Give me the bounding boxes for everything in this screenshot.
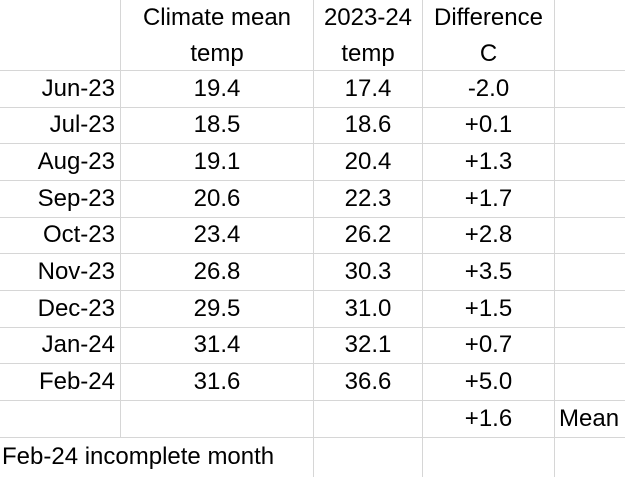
cell-empty[interactable]: [423, 437, 555, 477]
cell-empty[interactable]: [555, 71, 625, 107]
cell-empty[interactable]: [555, 181, 625, 217]
cell-month[interactable]: Jul-23: [0, 107, 121, 144]
header-difference-line2: C: [479, 39, 498, 67]
cell-footer-note[interactable]: Feb-24 incomplete month: [0, 437, 314, 477]
cell-climate-mean[interactable]: 31.4: [121, 327, 314, 364]
header-2023-24-temp[interactable]: 2023-24 temp: [314, 0, 423, 70]
cell-month[interactable]: Dec-23: [0, 290, 121, 327]
cell-difference[interactable]: +1.7: [423, 180, 555, 217]
cell-2023-24-temp[interactable]: 31.0: [314, 290, 423, 327]
cell-2023-24-temp[interactable]: 20.4: [314, 144, 423, 180]
cell-empty[interactable]: [555, 364, 625, 400]
cell-empty[interactable]: [555, 144, 625, 180]
table-row-sep-23: Sep-23 20.6 22.3 +1.7: [0, 180, 625, 218]
cell-difference[interactable]: +1.5: [423, 290, 555, 327]
cell-difference[interactable]: +5.0: [423, 364, 555, 400]
cell-2023-24-temp[interactable]: 36.6: [314, 364, 423, 400]
header-extra-cell[interactable]: [555, 0, 625, 70]
cell-2023-24-temp[interactable]: 18.6: [314, 107, 423, 144]
cell-empty[interactable]: [555, 291, 625, 327]
cell-difference[interactable]: +0.7: [423, 327, 555, 364]
header-difference-line1: Difference: [434, 4, 543, 31]
cell-empty[interactable]: [314, 400, 423, 437]
header-temp2324-line1: 2023-24: [323, 4, 413, 31]
cell-climate-mean[interactable]: 18.5: [121, 107, 314, 144]
cell-month[interactable]: Jan-24: [0, 327, 121, 364]
cell-empty[interactable]: [0, 400, 121, 437]
cell-2023-24-temp[interactable]: 30.3: [314, 254, 423, 290]
table-row-jul-23: Jul-23 18.5 18.6 +0.1: [0, 107, 625, 145]
cell-difference[interactable]: +0.1: [423, 107, 555, 144]
cell-2023-24-temp[interactable]: 17.4: [314, 71, 423, 107]
cell-month[interactable]: Sep-23: [0, 180, 121, 217]
table-row-nov-23: Nov-23 26.8 30.3 +3.5: [0, 254, 625, 291]
table-row-aug-23: Aug-23 19.1 20.4 +1.3: [0, 144, 625, 181]
table-row-jun-23: Jun-23 19.4 17.4 -2.0: [0, 71, 625, 108]
cell-difference[interactable]: +3.5: [423, 254, 555, 290]
cell-climate-mean[interactable]: 19.4: [121, 71, 314, 107]
header-temp2324-line2: temp: [341, 39, 395, 67]
cell-month[interactable]: Oct-23: [0, 217, 121, 254]
header-difference-c[interactable]: Difference C: [423, 0, 555, 70]
cell-empty[interactable]: [314, 437, 423, 477]
table-row-dec-23: Dec-23 29.5 31.0 +1.5: [0, 290, 625, 328]
cell-climate-mean[interactable]: 29.5: [121, 290, 314, 327]
cell-difference[interactable]: +2.8: [423, 217, 555, 254]
table-row-feb-24: Feb-24 31.6 36.6 +5.0: [0, 364, 625, 401]
cell-empty[interactable]: [555, 438, 625, 477]
cell-climate-mean[interactable]: 26.8: [121, 254, 314, 290]
header-climate-mean-temp[interactable]: Climate mean temp: [121, 0, 314, 70]
cell-month[interactable]: Nov-23: [0, 254, 121, 290]
cell-month[interactable]: Feb-24: [0, 364, 121, 400]
cell-mean-label[interactable]: Mean: [559, 404, 620, 432]
cell-empty[interactable]: [555, 218, 625, 254]
cell-2023-24-temp[interactable]: 32.1: [314, 327, 423, 364]
cell-empty[interactable]: [555, 108, 625, 144]
cell-climate-mean[interactable]: 20.6: [121, 180, 314, 217]
table-row-jan-24: Jan-24 31.4 32.1 +0.7: [0, 327, 625, 365]
header-climate-line2: temp: [190, 39, 244, 67]
cell-climate-mean[interactable]: 23.4: [121, 217, 314, 254]
header-climate-line1: Climate mean: [142, 4, 292, 31]
cell-empty[interactable]: [555, 254, 625, 290]
cell-empty[interactable]: [121, 400, 314, 437]
mean-row: +1.6 Mean: [0, 400, 625, 438]
header-row: Climate mean temp 2023-24 temp Differenc…: [0, 0, 625, 71]
cell-2023-24-temp[interactable]: 26.2: [314, 217, 423, 254]
header-month-cell[interactable]: [0, 0, 121, 70]
cell-climate-mean[interactable]: 31.6: [121, 364, 314, 400]
cell-difference[interactable]: +1.3: [423, 144, 555, 180]
cell-2023-24-temp[interactable]: 22.3: [314, 180, 423, 217]
cell-mean-difference[interactable]: +1.6: [423, 400, 555, 437]
cell-empty[interactable]: [555, 328, 625, 364]
cell-month[interactable]: Jun-23: [0, 71, 121, 107]
table-row-oct-23: Oct-23 23.4 26.2 +2.8: [0, 217, 625, 255]
cell-climate-mean[interactable]: 19.1: [121, 144, 314, 180]
cell-month[interactable]: Aug-23: [0, 144, 121, 180]
footer-row: Feb-24 incomplete month: [0, 437, 625, 477]
cell-difference[interactable]: -2.0: [423, 71, 555, 107]
